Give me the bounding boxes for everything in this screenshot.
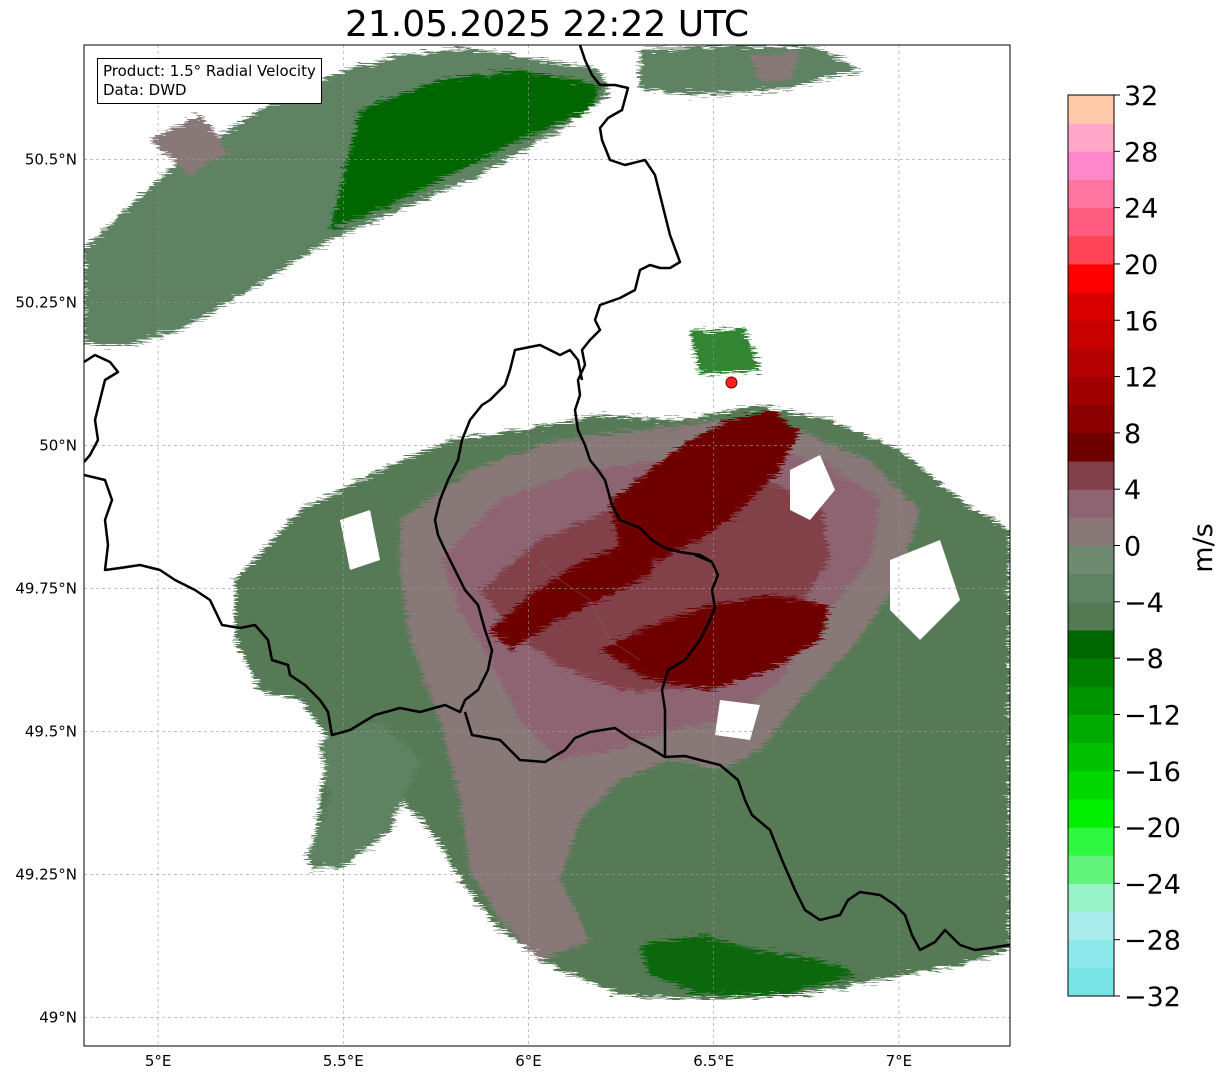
border-fr-de	[694, 553, 713, 564]
lat-tick-label: 50°N	[39, 436, 77, 454]
border-be-lu-west	[84, 343, 584, 737]
province-lines	[497, 429, 641, 721]
gridlines	[84, 45, 1010, 1046]
border-be-lu	[84, 353, 120, 463]
lat-tick-label: 49.25°N	[15, 865, 77, 883]
longitude-tick-labels: 5°E 5.5°E 6°E 6.5°E 7°E	[145, 1052, 912, 1070]
country-borders	[84, 45, 1010, 952]
echo-south-inbound	[640, 935, 860, 995]
map-title: 21.05.2025 22:22 UTC	[344, 4, 750, 45]
latitude-tick-labels: 49°N 49.25°N 49.5°N 49.75°N 50°N 50.25°N 50.5°…	[15, 150, 77, 1026]
echo-core-north	[610, 410, 800, 560]
lon-tick-label: 7°E	[886, 1052, 913, 1070]
lon-tick-label: 6°E	[515, 1052, 542, 1070]
lat-tick-label: 49°N	[39, 1008, 77, 1026]
border-lu-fr	[463, 711, 1010, 952]
lon-tick-label: 6.5°E	[693, 1052, 734, 1070]
lat-tick-label: 49.75°N	[15, 579, 77, 597]
lat-tick-label: 49.5°N	[25, 722, 77, 740]
radar-site-marker	[725, 376, 738, 389]
echo-nw-inbound	[330, 70, 600, 230]
echo-core-south	[600, 595, 830, 690]
echo-sw-green	[305, 720, 420, 870]
echo-top-right-pink	[750, 52, 800, 82]
echo-mid-green	[690, 330, 760, 375]
echo-nw-band-pink	[150, 115, 230, 175]
velocity-field	[84, 45, 1010, 1000]
echo-gaps	[340, 455, 960, 740]
product-info-box: Product: 1.5° Radial Velocity Data: DWD	[97, 58, 322, 104]
lon-tick-label: 5.5°E	[323, 1052, 364, 1070]
lon-tick-label: 5°E	[145, 1052, 172, 1070]
product-label: Product: 1.5° Radial Velocity	[103, 62, 316, 80]
data-source-label: Data: DWD	[103, 81, 187, 99]
plot-frame	[83, 44, 1011, 1047]
lat-tick-label: 50.25°N	[15, 293, 77, 311]
lat-tick-label: 50.5°N	[25, 150, 77, 168]
echo-core-west	[490, 540, 660, 650]
border-be-de	[573, 45, 720, 757]
echo-top-right	[640, 45, 860, 95]
